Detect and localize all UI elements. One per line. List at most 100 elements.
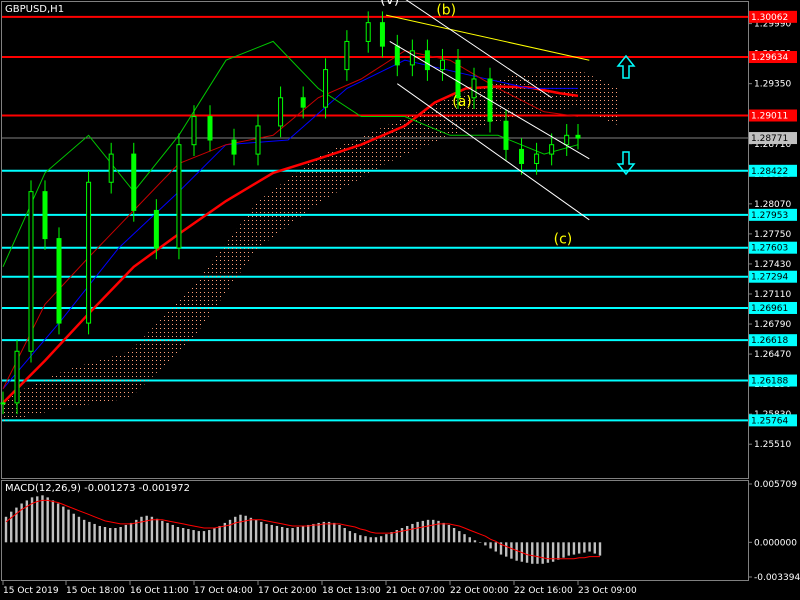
wave-labels: (b) (a) (c) (v) [380,0,572,247]
macd-histogram-bar [369,537,372,543]
macd-histogram-bar [484,542,487,546]
macd-tick-label: 0.005709 [754,480,797,490]
macd-histogram-bar [181,528,185,543]
candle-body [153,209,159,249]
candle-body [549,144,555,155]
macd-histogram-bar [208,530,211,543]
macd-histogram-bar [171,524,174,543]
price-tick-label: 1.27750 [754,230,791,240]
arrow-up-icon [616,54,636,79]
time-tick-label: 22 Oct 00:00 [450,586,509,596]
indicator-line [2,59,578,390]
indicator-line [2,85,579,404]
trend-line [385,14,590,61]
macd-histogram-bar [468,537,471,543]
macd-histogram-bar [25,500,29,543]
price-level-box [749,241,797,254]
macd-histogram-bar [135,519,138,543]
macd-tick-label: 0.000000 [754,538,797,548]
macd-histogram-bar [406,525,409,543]
macd-histogram-bar [254,519,258,543]
time-axis: 15 Oct 2019 15 Oct 18:00 16 Oct 11:00 17 Oc… [2,581,637,596]
price-level-label: 1.26961 [751,304,788,314]
macd-histogram-bar [421,520,425,543]
macd-histogram-bar [395,530,398,543]
candle-body [534,153,540,164]
time-tick-label: 16 Oct 11:00 [130,586,189,596]
macd-histogram-bar [67,509,70,543]
macd-histogram-bar [359,535,362,543]
macd-histogram-bar [103,527,107,543]
price-tick-label: 1.26470 [754,350,791,360]
macd-histogram-bar [72,513,75,543]
macd-histogram-bar [458,531,461,543]
macd-histogram-bar [239,514,242,543]
macd-histogram-bar [244,515,247,543]
macd-histogram-bar [567,542,570,556]
macd-histogram-bar [322,521,326,543]
price-level-box [749,374,797,387]
macd-histogram-bar [98,525,101,543]
macd-histogram-bar [187,529,190,543]
candle-body [424,50,430,71]
candle-body [231,139,237,155]
macd-histogram-bar [161,520,164,543]
chart-title: GBPUSD,H1 [5,4,64,15]
price-level-label: 1.28422 [751,167,788,177]
candle-body [439,59,445,71]
time-tick-label: 15 Oct 2019 [3,586,59,596]
wave-label: (c) [554,231,573,247]
macd-histogram-bar [20,503,23,543]
price-tick-label: 1.28070 [754,200,791,210]
candle-body [409,50,415,66]
macd-histogram-bar [463,534,466,543]
candle-body [564,134,570,146]
price-level-box [749,334,797,347]
current-price-label: 1.28771 [751,134,788,144]
macd-histogram-bar [562,542,565,558]
wave-label: (b) [436,3,456,19]
macd-histogram-bar [228,519,232,543]
candle-body [0,402,6,405]
macd-histogram-bar [77,516,81,543]
price-level-label: 1.29634 [751,53,788,63]
macd-histogram-bar [541,542,544,564]
wave-label: (a) [452,94,472,110]
price-level-box [749,109,797,122]
macd-histogram-bar [301,525,305,543]
candle-body [503,120,509,150]
macd-histogram-bar [114,528,117,543]
candle-body [471,78,477,99]
ichimoku-cloud [3,69,620,422]
macd-histogram-bar [577,542,581,554]
macd-histogram-bar [338,524,341,543]
macd-histogram-bar [473,540,477,543]
macd-histogram-bar [452,528,456,543]
macd-histogram-bar [109,528,112,543]
macd-histogram-bar [10,511,13,543]
main-plot: (b) (a) (c) (v) [0,0,748,422]
macd-histogram-bar [348,531,352,543]
price-level-box [749,301,797,314]
price-tick-label: 1.29990 [754,20,791,30]
level-lines [2,15,748,422]
macd-histogram-bar [56,503,60,543]
macd-histogram-bar [583,542,586,553]
candle-body [519,148,525,164]
macd-histogram-bar [546,542,550,563]
macd-histogram-bar [536,542,539,564]
price-level-label: 1.27953 [751,211,788,221]
candle-body [394,45,400,66]
macd-histogram-bar [286,528,289,543]
macd-histogram-bar [275,525,279,543]
macd-histogram-bar [260,521,263,543]
macd-histogram-bar [327,521,331,543]
macd-histogram-bar [197,531,200,543]
macd-histogram-bar [129,522,133,543]
time-tick-label: 17 Oct 04:00 [194,586,253,596]
macd-histogram-bar [30,497,34,543]
price-tick-label: 1.26790 [754,320,791,330]
price-tick-label: 1.28710 [754,140,791,150]
macd-histogram-bar [588,542,591,552]
